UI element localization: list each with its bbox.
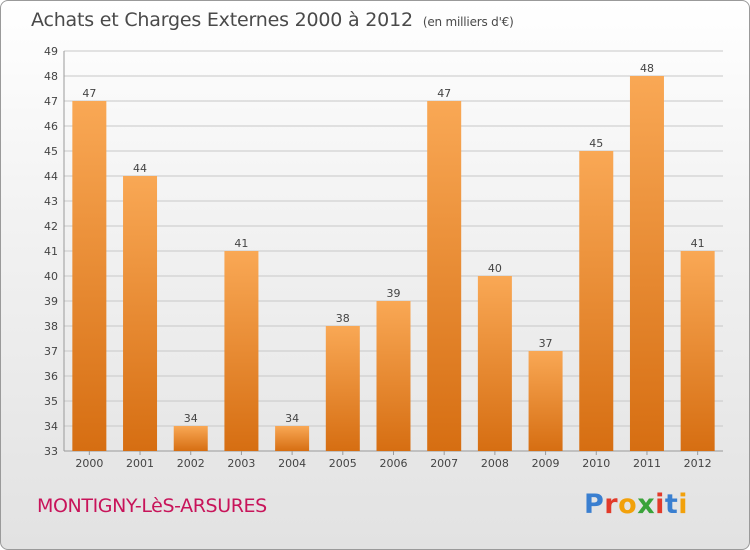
y-tick-label: 36: [44, 370, 58, 383]
x-tick-label: 2010: [582, 457, 610, 470]
y-tick-label: 35: [44, 395, 58, 408]
x-tick-label: 2004: [278, 457, 306, 470]
y-tick-label: 49: [44, 45, 58, 58]
x-tick-label: 2006: [380, 457, 408, 470]
y-tick-label: 48: [44, 70, 58, 83]
logo-letter: x: [637, 489, 656, 520]
bar-2006: [376, 301, 411, 451]
x-tick-label: 2012: [684, 457, 712, 470]
data-label: 41: [234, 237, 248, 250]
y-tick-label: 43: [44, 195, 58, 208]
bar-2003: [224, 251, 259, 451]
commune-name: MONTIGNY-LèS-ARSURES: [37, 495, 267, 517]
data-label: 47: [437, 87, 451, 100]
y-tick-label: 39: [44, 295, 58, 308]
data-label: 38: [336, 312, 350, 325]
x-tick-label: 2009: [532, 457, 560, 470]
logo-letter: r: [604, 489, 619, 520]
bar-2002: [173, 426, 208, 451]
title-text: Achats et Charges Externes 2000 à 2012: [31, 9, 413, 31]
bar-2007: [427, 101, 462, 451]
y-tick-label: 47: [44, 95, 58, 108]
data-label: 37: [539, 337, 553, 350]
x-tick-label: 2001: [126, 457, 154, 470]
bar-2004: [275, 426, 310, 451]
x-tick-label: 2000: [75, 457, 103, 470]
data-label: 34: [285, 412, 299, 425]
x-tick-label: 2008: [481, 457, 509, 470]
y-tick-label: 42: [44, 220, 58, 233]
data-label: 40: [488, 262, 502, 275]
y-tick-label: 38: [44, 320, 58, 333]
y-tick-label: 46: [44, 120, 58, 133]
data-label: 47: [82, 87, 96, 100]
x-tick-label: 2002: [177, 457, 205, 470]
logo-letter: o: [618, 489, 638, 520]
y-tick-label: 44: [44, 170, 58, 183]
bar-2005: [325, 326, 360, 451]
data-label: 48: [640, 62, 654, 75]
logo-letter: i: [678, 489, 689, 520]
logo-letter: t: [664, 489, 679, 520]
chart-title: Achats et Charges Externes 2000 à 2012 (e…: [31, 9, 514, 31]
data-label: 39: [387, 287, 401, 300]
bar-2009: [528, 351, 563, 451]
bar-2000: [72, 101, 107, 451]
bar-layer: [72, 76, 715, 451]
proxiti-logo: Proxiti: [584, 489, 688, 520]
bar-2011: [629, 76, 664, 451]
logo-letter: P: [584, 489, 605, 520]
y-tick-label: 37: [44, 345, 58, 358]
bar-2012: [680, 251, 715, 451]
y-tick-label: 41: [44, 245, 58, 258]
logo-letter: i: [655, 489, 665, 520]
x-tick-label: 2011: [633, 457, 661, 470]
bar-2001: [123, 176, 158, 451]
data-label: 41: [691, 237, 705, 250]
data-label: 45: [589, 137, 603, 150]
x-tick-label: 2007: [430, 457, 458, 470]
bar-2010: [579, 151, 614, 451]
bar-2008: [477, 276, 512, 451]
chart-subtitle: (en milliers d'€): [422, 15, 514, 29]
label-layer: 33 34 35 36 37 38 39 40 41 42 43 44 45 46 47 48 49 47 2000…: [44, 45, 712, 470]
y-tick-label: 45: [44, 145, 58, 158]
y-tick-label: 40: [44, 270, 58, 283]
x-tick-label: 2003: [227, 457, 255, 470]
data-label: 44: [133, 162, 147, 175]
x-tick-label: 2005: [329, 457, 357, 470]
y-tick-label: 34: [44, 420, 58, 433]
data-label: 34: [184, 412, 198, 425]
y-tick-label: 33: [44, 445, 58, 458]
